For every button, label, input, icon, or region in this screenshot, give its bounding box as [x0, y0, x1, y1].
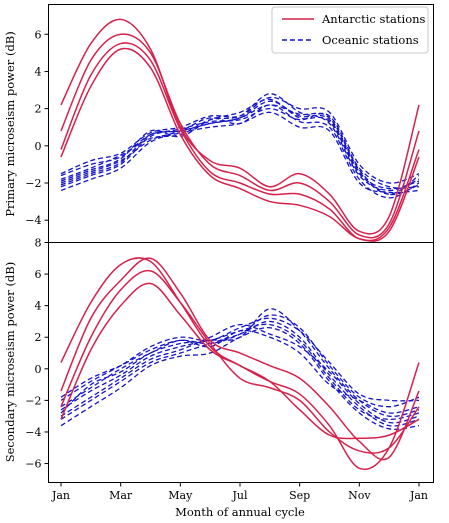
bottom-y-tick-label: 2	[35, 331, 42, 344]
top-antarctic-line-3	[60, 42, 420, 242]
bottom-oceanic-line-8	[60, 329, 420, 414]
top-oceanic-line-2	[60, 93, 420, 192]
x-tick-label: May	[168, 489, 193, 502]
y-axis-label-bottom: Secondary microseism power (dB)	[3, 262, 17, 463]
x-tick-label: Nov	[348, 489, 371, 502]
x-tick-label: Jan	[409, 489, 428, 502]
top-oceanic-line-6	[60, 111, 420, 194]
bottom-antarctic-line-3	[60, 269, 420, 454]
x-axis-label: Month of annual cycle	[175, 505, 305, 519]
top-oceanic-line-8	[60, 104, 420, 196]
top-oceanic-line-4	[60, 107, 420, 189]
legend: Antarctic stations Oceanic stations	[271, 6, 429, 54]
top-y-tick-label: 2	[35, 103, 42, 116]
x-tick-label: Mar	[109, 489, 133, 502]
bottom-antarctic-line-4	[60, 282, 420, 440]
bottom-y-tick-label: 8	[35, 237, 42, 250]
panel-top-series	[60, 18, 420, 242]
top-y-tick-label: 0	[35, 140, 42, 153]
x-tick-label: Jan	[51, 489, 70, 502]
legend-label-oceanic: Oceanic stations	[322, 33, 419, 47]
bottom-y-tick-label: −2	[25, 394, 41, 407]
top-y-tick-label: −4	[25, 214, 41, 227]
top-antarctic-line-1	[60, 18, 420, 235]
top-y-tick-label: 4	[35, 65, 42, 78]
top-antarctic-line-4	[60, 47, 420, 242]
top-antarctic-line-2	[60, 33, 420, 239]
top-oceanic-line-5	[60, 96, 420, 184]
bottom-y-tick-label: 4	[35, 300, 42, 313]
panel-bottom-frame	[48, 242, 434, 483]
top-oceanic-line-3	[60, 104, 420, 199]
bottom-y-tick-label: 6	[35, 268, 42, 281]
panel-bottom-series	[60, 257, 420, 470]
bottom-oceanic-line-7	[60, 323, 420, 424]
bottom-y-tick-label: −6	[25, 458, 41, 471]
x-tick-label: Jul	[231, 489, 247, 502]
y-axis-label-top: Primary microseism power (dB)	[3, 31, 17, 217]
bottom-oceanic-line-6	[60, 327, 420, 430]
bottom-antarctic-line-2	[60, 257, 420, 461]
bottom-oceanic-line-4	[60, 323, 420, 420]
top-y-tick-label: −2	[25, 177, 41, 190]
axis-ticks: −4 −2 0 2 4 6 −6 −4 −2 0 2 4 6 8 Jan Mar May Jul Sep Nov Jan	[25, 28, 428, 502]
top-oceanic-line-7	[60, 98, 420, 190]
bottom-y-tick-label: −4	[25, 426, 41, 439]
top-y-tick-label: 6	[35, 28, 42, 41]
x-tick-label: Sep	[289, 489, 310, 502]
bottom-y-tick-label: 0	[35, 363, 42, 376]
legend-label-antarctic: Antarctic stations	[321, 12, 426, 26]
bottom-oceanic-line-1	[60, 314, 420, 408]
